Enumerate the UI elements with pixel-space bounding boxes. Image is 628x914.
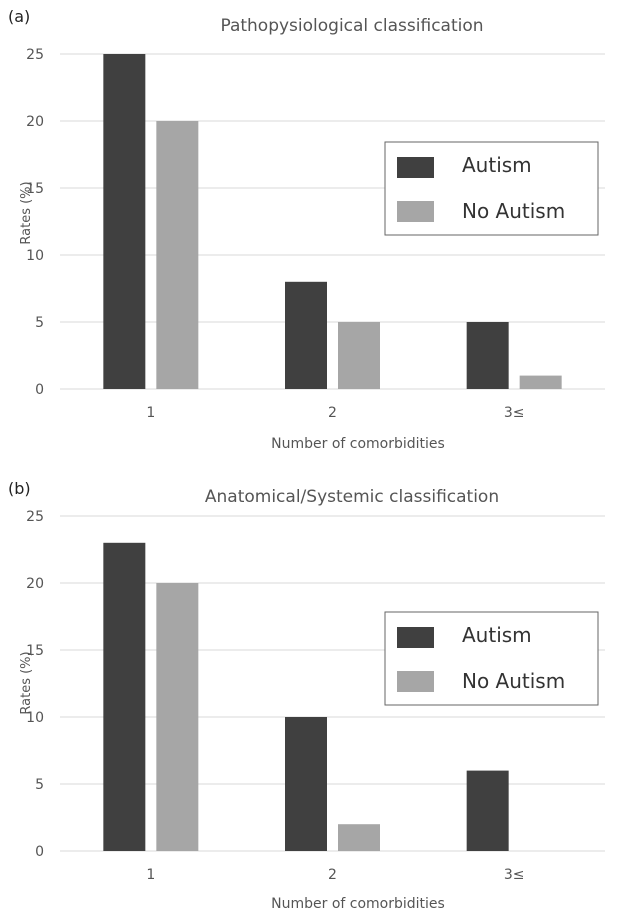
panel-b-legend: Autism No Autism <box>384 611 599 706</box>
panel-b-x-tick-label: 1 <box>146 867 155 883</box>
panel-b-x-axis-label: Number of comorbidities <box>271 896 445 912</box>
panel-b: (b) Anatomical/Systemic classification R… <box>8 479 605 912</box>
panel-a: (a) Pathopysiological classification Rat… <box>8 7 605 452</box>
panel-a-y-tick-label: 10 <box>26 248 44 264</box>
panel-a-bar-no-autism-1 <box>156 121 199 389</box>
panel-b-x-tick-label: 3≤ <box>504 867 525 883</box>
panel-b-bar-no-autism-1 <box>156 583 199 851</box>
panel-a-bar-autism-1 <box>103 54 146 389</box>
panel-a-x-tick-label: 3≤ <box>504 405 525 421</box>
panel-a-bar-autism-2 <box>285 281 327 389</box>
panel-a-y-tick-label: 15 <box>26 181 44 197</box>
panel-b-y-tick-label: 20 <box>26 576 44 592</box>
panel-b-y-tick-label: 10 <box>26 710 44 726</box>
panel-a-legend-label-no-autism: No Autism <box>462 199 565 223</box>
panel-b-legend-label-no-autism: No Autism <box>462 669 565 693</box>
panel-b-y-axis-label: Rates (%) <box>19 651 34 714</box>
panel-a-label: (a) <box>8 7 30 26</box>
panel-b-bar-no-autism-2 <box>338 824 380 851</box>
panel-a-x-tick-label: 1 <box>146 405 155 421</box>
panel-a-legend-label-autism: Autism <box>462 153 532 177</box>
panel-a-y-tick-label: 20 <box>26 114 44 130</box>
panel-b-y-tick-label: 15 <box>26 643 44 659</box>
panel-a-y-tick-label: 5 <box>35 315 44 331</box>
panel-b-x-tick-label: 2 <box>328 867 337 883</box>
panel-b-plot: 0 5 10 15 20 25 1 2 3≤ <box>26 509 605 883</box>
panel-a-title: Pathopysiological classification <box>220 16 483 36</box>
panel-b-title: Anatomical/Systemic classification <box>205 487 499 507</box>
panel-b-label: (b) <box>8 479 31 498</box>
panel-a-legend-swatch-no-autism <box>397 201 434 222</box>
panel-b-y-tick-label: 0 <box>35 844 44 860</box>
panel-b-legend-swatch-no-autism <box>397 671 434 692</box>
panel-b-y-tick-label: 25 <box>26 509 44 525</box>
panel-a-y-axis-label: Rates (%) <box>19 181 34 244</box>
panel-a-plot: 0 5 10 15 20 25 1 2 3≤ <box>26 47 605 421</box>
panel-b-legend-swatch-autism <box>397 627 434 648</box>
panel-a-legend: Autism No Autism <box>384 141 599 236</box>
panel-a-bar-no-autism-2 <box>338 322 380 389</box>
panel-a-bar-no-autism-3 <box>519 375 562 389</box>
panel-b-bar-autism-1 <box>103 542 146 851</box>
panel-a-legend-swatch-autism <box>397 157 434 178</box>
panel-a-x-axis-label: Number of comorbidities <box>271 436 445 452</box>
panel-b-bar-autism-3 <box>466 770 509 851</box>
panel-a-x-tick-label: 2 <box>328 405 337 421</box>
panel-b-bar-autism-2 <box>285 717 327 851</box>
panel-a-y-tick-label: 0 <box>35 382 44 398</box>
panel-b-legend-label-autism: Autism <box>462 623 532 647</box>
panel-a-y-tick-label: 25 <box>26 47 44 63</box>
panel-a-bar-autism-3 <box>466 322 509 389</box>
panel-b-y-tick-label: 5 <box>35 777 44 793</box>
